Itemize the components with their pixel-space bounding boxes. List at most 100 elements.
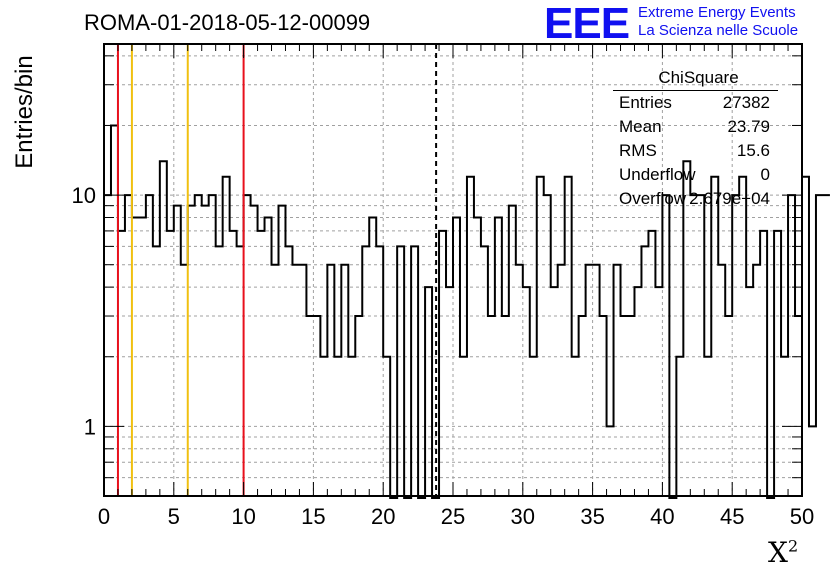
histogram-bin — [376, 246, 383, 496]
x-axis-label: X2 — [768, 536, 799, 569]
histogram-bin — [802, 177, 809, 496]
histogram-bin — [167, 231, 174, 496]
stats-box: ChiSquare Entries 27382 Mean 23.79 RMS 1… — [613, 66, 778, 211]
histogram-bin — [551, 287, 558, 496]
x-tick-label: 50 — [790, 504, 814, 529]
histogram-bin — [467, 177, 474, 496]
x-tick-label: 15 — [301, 504, 325, 529]
histogram-bin — [474, 217, 481, 496]
axis-ticks: 0 5 10 15 20 25 30 35 40 45 50 1 10 — [72, 44, 814, 529]
logo-caption: Extreme Energy Events La Scienza nelle S… — [638, 4, 798, 40]
x-tick-label: 30 — [511, 504, 535, 529]
run-title: ROMA-01-2018-05-12-00099 — [84, 10, 371, 35]
histogram-bin — [272, 265, 279, 496]
histogram-bin — [593, 265, 600, 496]
histogram-bin — [181, 265, 188, 496]
histogram-bin — [607, 426, 614, 496]
histogram-bin — [795, 316, 802, 496]
histogram-bin — [641, 246, 648, 496]
histogram-bin — [725, 316, 732, 496]
histogram-bin — [153, 246, 160, 496]
histogram-bin — [355, 316, 362, 496]
histogram-bin — [530, 357, 537, 496]
histogram-bin — [383, 357, 390, 496]
histogram-bin — [146, 195, 153, 496]
histogram-bin — [397, 246, 404, 496]
histogram-bin — [823, 195, 830, 496]
x-tick-label: 10 — [231, 504, 255, 529]
histogram-bin — [216, 246, 223, 496]
histogram-bin — [202, 206, 209, 496]
stats-title: ChiSquare — [658, 68, 739, 87]
stats-value: 0 — [760, 165, 770, 184]
histogram-bin — [711, 177, 718, 496]
histogram-bin — [188, 206, 195, 496]
eee-logo: EEE — [544, 0, 630, 48]
histogram-bin — [523, 287, 530, 496]
stats-key: Mean — [619, 117, 662, 136]
histogram-bin — [104, 195, 111, 496]
histogram-bin — [704, 357, 711, 496]
histogram-bin — [320, 357, 327, 496]
histogram-bin — [481, 246, 488, 496]
histogram-bin — [313, 316, 320, 496]
histogram-bin — [306, 316, 313, 496]
histogram-bin — [341, 265, 348, 496]
histogram-bin — [816, 195, 823, 496]
histogram-bin — [676, 357, 683, 496]
x-tick-label: 0 — [98, 504, 110, 529]
histogram-bin — [453, 217, 460, 496]
histogram-bin — [697, 195, 704, 496]
stats-value: 15.6 — [736, 141, 770, 160]
x-tick-label: 45 — [720, 504, 744, 529]
histogram-bin — [495, 217, 502, 496]
histogram-bin — [139, 217, 146, 496]
histogram-bin — [132, 217, 139, 496]
histogram-bin — [621, 316, 628, 496]
histogram-bin — [160, 161, 167, 496]
histogram-bin — [334, 357, 341, 496]
histogram-bin — [648, 231, 655, 496]
histogram-bin — [774, 231, 781, 496]
histogram-bin — [369, 217, 376, 496]
stats-value: 23.79 — [727, 117, 770, 136]
histogram-bin — [502, 316, 509, 496]
histogram-bin — [348, 357, 355, 496]
histogram-bin — [718, 265, 725, 496]
histogram-bin — [111, 125, 118, 496]
histogram-bin — [425, 287, 432, 496]
histogram-bin — [327, 265, 334, 496]
x-tick-label: 25 — [441, 504, 465, 529]
y-tick-label: 1 — [84, 414, 96, 439]
histogram-bin — [600, 316, 607, 496]
stats-key: RMS — [619, 141, 657, 160]
histogram-bin — [244, 195, 251, 496]
histogram-bin — [411, 246, 418, 496]
stats-key: Overflow — [619, 189, 687, 208]
y-tick-label: 10 — [72, 183, 96, 208]
reference-lines — [116, 44, 438, 496]
stats-row-overflow: Overflow 2.679e+04 — [613, 187, 778, 211]
histogram-bin — [118, 231, 125, 496]
histogram-bin — [223, 177, 230, 496]
stats-key: Underflow — [619, 165, 696, 184]
histogram-bin — [572, 357, 579, 496]
stats-key: Entries — [619, 93, 672, 112]
y-axis-label: Entries/bin — [11, 55, 38, 169]
histogram-marks — [103, 124, 830, 499]
x-tick-label: 40 — [650, 504, 674, 529]
histogram-bin — [125, 195, 132, 496]
histogram-bin — [690, 195, 697, 496]
histogram-bin — [739, 177, 746, 496]
histogram-bin — [230, 231, 237, 496]
histogram-bin — [174, 206, 181, 496]
histogram-bin — [279, 206, 286, 496]
histogram-bin — [753, 265, 760, 496]
stats-value: 2.679e+04 — [689, 189, 770, 208]
histogram-bin — [258, 231, 265, 496]
stats-row-underflow: Underflow 0 — [613, 163, 778, 187]
stats-row-rms: RMS 15.6 — [613, 139, 778, 163]
histogram-bin — [634, 287, 641, 496]
histogram-bin — [565, 177, 572, 496]
